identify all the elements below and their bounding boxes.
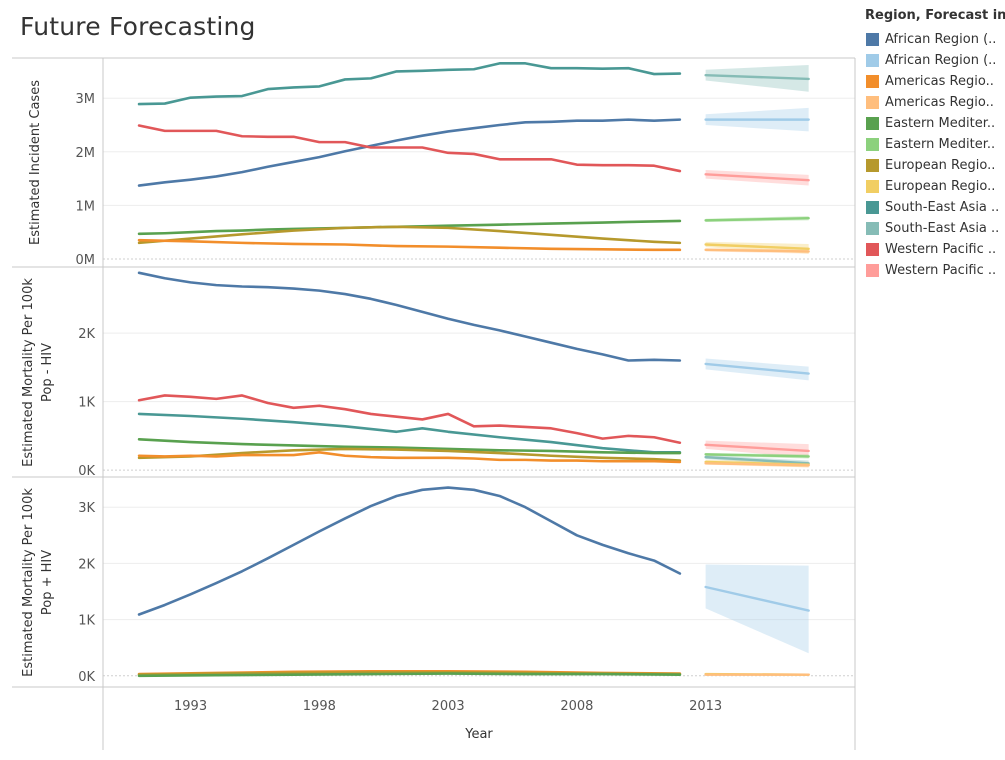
series-line[interactable] xyxy=(137,394,682,445)
series-line[interactable] xyxy=(137,447,682,462)
legend-items: African Region (.. African Region (.. Amer… xyxy=(862,29,1005,281)
y-tick-label: 3K xyxy=(78,501,95,516)
legend-item[interactable]: African Region (.. xyxy=(862,29,1005,50)
panel-3: 0K 1K 2K 3K Estimated Mortality Per 100k Pop … xyxy=(12,486,855,688)
legend-label: South-East Asia .. xyxy=(885,200,1000,215)
series-line[interactable] xyxy=(137,118,682,187)
legend-label: Americas Regio.. xyxy=(885,74,994,89)
legend-item[interactable]: Western Pacific .. xyxy=(862,239,1005,260)
x-axis: 1993 1998 2003 2008 2013 Year xyxy=(174,699,722,742)
legend-swatch xyxy=(866,117,879,130)
legend-label: Eastern Mediter.. xyxy=(885,116,996,131)
legend-item[interactable]: European Regio.. xyxy=(862,155,1005,176)
forecast-line[interactable] xyxy=(704,443,810,453)
forecast-line[interactable] xyxy=(704,248,810,253)
y-axis-label: Estimated Incident Cases xyxy=(28,80,43,245)
legend-label: European Regio.. xyxy=(885,158,996,173)
x-tick-label: 2013 xyxy=(689,699,722,714)
series-line[interactable] xyxy=(137,238,682,252)
legend-label: Americas Regio.. xyxy=(885,95,994,110)
chart-title: Future Forecasting xyxy=(20,12,256,41)
legend-label: African Region (.. xyxy=(885,32,997,47)
forecast-line[interactable] xyxy=(704,585,810,612)
forecast-line[interactable] xyxy=(704,462,810,467)
forecast-band xyxy=(705,564,809,654)
y-tick-label: 2M xyxy=(76,146,96,161)
x-tick-label: 2008 xyxy=(560,699,593,714)
legend-label: Eastern Mediter.. xyxy=(885,137,996,152)
series-line[interactable] xyxy=(137,62,682,106)
y-tick-label: 2K xyxy=(78,327,95,342)
legend-label: South-East Asia .. xyxy=(885,221,1000,236)
legend-title: Region, Forecast in.. xyxy=(865,8,1005,23)
series-line[interactable] xyxy=(137,486,682,616)
legend-swatch xyxy=(866,159,879,172)
series-line[interactable] xyxy=(137,271,682,362)
forecast-band xyxy=(705,64,809,92)
legend-swatch xyxy=(866,33,879,46)
forecast-line[interactable] xyxy=(704,243,810,250)
legend-item[interactable]: Eastern Mediter.. xyxy=(862,113,1005,134)
y-tick-label: 1M xyxy=(76,199,96,214)
legend-label: European Regio.. xyxy=(885,179,996,194)
legend-swatch xyxy=(866,75,879,88)
y-axis-label: Estimated Mortality Per 100k Pop - HIV xyxy=(21,278,55,467)
forecast-line[interactable] xyxy=(704,217,810,222)
x-axis-label: Year xyxy=(464,727,493,742)
forecast-line[interactable] xyxy=(704,173,810,182)
x-tick-label: 1993 xyxy=(174,699,207,714)
y-tick-label: 1K xyxy=(78,396,95,411)
series-line[interactable] xyxy=(137,672,682,678)
series-line[interactable] xyxy=(137,438,682,455)
y-tick-label: 0K xyxy=(78,670,95,685)
legend-label: Western Pacific .. xyxy=(885,263,997,278)
legend-item[interactable]: Americas Regio.. xyxy=(862,92,1005,113)
legend-swatch xyxy=(866,180,879,193)
legend-swatch xyxy=(866,54,879,67)
series-line[interactable] xyxy=(137,451,682,464)
forecast-line[interactable] xyxy=(704,73,810,81)
forecast-line[interactable] xyxy=(704,362,810,375)
y-tick-label: 0M xyxy=(76,253,96,268)
legend-item[interactable]: South-East Asia .. xyxy=(862,197,1005,218)
forecast-band xyxy=(705,440,809,458)
legend-item[interactable]: Western Pacific .. xyxy=(862,260,1005,281)
x-tick-label: 2003 xyxy=(432,699,465,714)
y-axis-label-line: Estimated Mortality Per 100k xyxy=(21,278,36,467)
legend-swatch xyxy=(866,201,879,214)
x-tick-label: 1998 xyxy=(303,699,336,714)
legend-swatch xyxy=(866,243,879,256)
series-line[interactable] xyxy=(137,225,682,245)
y-axis-label-line: Estimated Mortality Per 100k xyxy=(21,488,36,677)
chart-area: 0M 1M 2M 3M Estimated Incident Cases 0K 1K 2K Es… xyxy=(12,57,856,750)
legend-item[interactable]: Eastern Mediter.. xyxy=(862,134,1005,155)
y-axis-label-line: Pop + HIV xyxy=(40,550,55,615)
y-tick-label: 0K xyxy=(78,464,95,479)
y-tick-label: 2K xyxy=(78,557,95,572)
forecast-line[interactable] xyxy=(704,455,810,465)
legend: Region, Forecast in.. African Region (..… xyxy=(862,8,1005,281)
legend-label: Western Pacific .. xyxy=(885,242,997,257)
y-axis-label-line: Estimated Incident Cases xyxy=(28,80,43,245)
legend-swatch xyxy=(866,264,879,277)
legend-swatch xyxy=(866,96,879,109)
legend-swatch xyxy=(866,138,879,151)
legend-item[interactable]: African Region (.. xyxy=(862,50,1005,71)
panel-2: 0K 1K 2K Estimated Mortality Per 100k Pop - … xyxy=(12,271,855,479)
series-line[interactable] xyxy=(137,124,682,173)
panel-1: 0M 1M 2M 3M Estimated Incident Cases xyxy=(12,62,855,268)
legend-swatch xyxy=(866,222,879,235)
series-line[interactable] xyxy=(137,412,682,454)
legend-label: African Region (.. xyxy=(885,53,997,68)
y-axis-label-line: Pop - HIV xyxy=(40,343,55,402)
y-axis-label: Estimated Mortality Per 100k Pop + HIV xyxy=(21,488,55,677)
y-tick-label: 1K xyxy=(78,614,95,629)
legend-item[interactable]: Americas Regio.. xyxy=(862,71,1005,92)
forecast-line[interactable] xyxy=(704,453,810,458)
legend-item[interactable]: European Regio.. xyxy=(862,176,1005,197)
y-tick-label: 3M xyxy=(76,92,96,107)
panels-group: 0M 1M 2M 3M Estimated Incident Cases 0K 1K 2K Es… xyxy=(12,57,856,750)
legend-item[interactable]: South-East Asia .. xyxy=(862,218,1005,239)
